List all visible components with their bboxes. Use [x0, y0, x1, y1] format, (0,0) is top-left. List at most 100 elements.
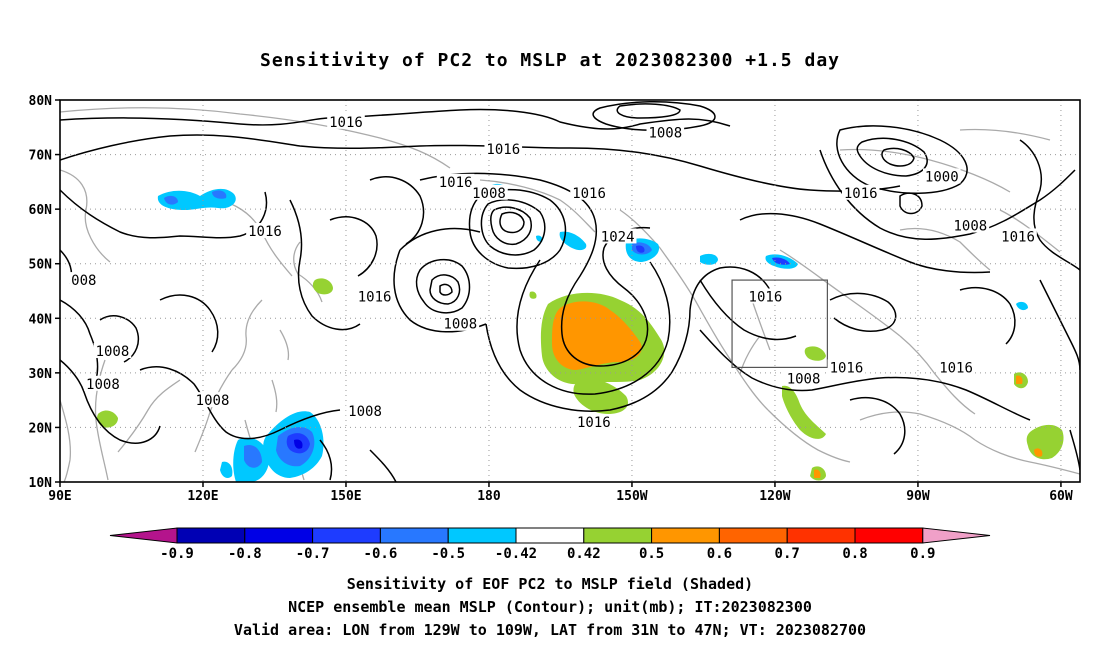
lat-tick-label: 80N — [29, 94, 53, 109]
contour-label-bg — [327, 113, 365, 129]
lat-tick-label: 70N — [29, 149, 53, 164]
contour-label: 1008 — [196, 393, 230, 409]
contour-label: 1016 — [358, 289, 392, 305]
lat-tick-label: 60N — [29, 203, 53, 218]
colorbar-label: -0.7 — [296, 546, 330, 562]
contour-label: 1016 — [844, 186, 878, 202]
contour-label-bg — [827, 359, 866, 375]
contour-label: 1016 — [439, 175, 473, 191]
contour-label-bg — [69, 272, 99, 288]
contour-label-bg — [93, 343, 132, 359]
colorbar-swatch — [447, 527, 517, 544]
lon-tick-label: 60W — [1049, 489, 1073, 504]
colorbar-label: 0.5 — [639, 546, 664, 562]
contour-label-bg — [436, 173, 475, 189]
contour-label: 1008 — [86, 377, 120, 393]
colorbar-swatch — [312, 527, 381, 544]
negative-sensitivity-shading — [157, 183, 1028, 482]
colorbar-high-end — [922, 527, 991, 544]
colorbar-swatch — [651, 527, 720, 544]
contour-label: 1016 — [572, 186, 606, 202]
contour-label: 1008 — [648, 126, 682, 142]
contour-label: 1016 — [486, 142, 520, 158]
longitude-axis: 90E 120E 150E 180 150W 120W 90W 60W — [48, 482, 1073, 504]
contour-label-bg — [937, 359, 975, 375]
contour-label-bg — [598, 228, 637, 244]
contour-label-bg — [193, 392, 232, 408]
lat-tick-label: 50N — [29, 258, 53, 273]
contour-label-bg — [922, 168, 961, 184]
colorbar-swatch — [244, 527, 314, 544]
contour-label: 1008 — [472, 186, 506, 202]
valid-area-box — [731, 279, 828, 369]
colorbar-label: 0.9 — [910, 546, 935, 562]
colorbar-swatch — [786, 527, 856, 544]
colorbar-label: -0.8 — [228, 546, 262, 562]
contour-label: 1016 — [248, 224, 282, 240]
contour-label: 1016 — [1001, 229, 1035, 245]
lon-tick-label: 90W — [906, 489, 930, 504]
contour-label: 1016 — [830, 360, 864, 376]
contour-label-bg — [346, 403, 384, 419]
contour-label: 1016 — [577, 415, 611, 431]
contour-label: 008 — [71, 273, 96, 289]
contour-label: 1016 — [939, 360, 973, 376]
contour-label-bg — [999, 228, 1037, 244]
caption-valid-area: Valid area: LON from 129W to 109W, LAT f… — [233, 621, 867, 639]
lon-tick-label: 120W — [759, 489, 790, 504]
lon-tick-label: 150W — [616, 489, 647, 504]
contour-label-bg — [646, 124, 685, 140]
lat-tick-label: 40N — [29, 312, 53, 327]
contour-label-bg — [484, 141, 523, 157]
map-title: Sensitivity of PC2 to MSLP at 2023082300… — [259, 50, 840, 71]
contour-label-bg — [441, 315, 480, 331]
lon-tick-label: 90E — [48, 489, 71, 504]
colorbar-label: -0.42 — [495, 546, 537, 562]
contour-label-bg — [575, 413, 613, 429]
colorbar-swatch — [583, 527, 653, 544]
contour-label: 1008 — [954, 219, 988, 235]
lon-tick-label: 180 — [477, 489, 501, 504]
lat-tick-label: 20N — [29, 421, 53, 436]
colorbar-label: 0.42 — [567, 546, 601, 562]
latitude-axis: 80N 70N 60N 50N 40N 30N 20N 10N — [29, 94, 60, 491]
colorbar-swatch — [718, 527, 788, 544]
contour-label: 1000 — [925, 169, 959, 185]
contour-label-bg — [746, 288, 785, 304]
colorbar-low-end — [109, 527, 178, 544]
contour-label-bg — [784, 370, 823, 386]
contour-label: 1016 — [329, 115, 363, 131]
colorbar-label: 0.8 — [842, 546, 867, 562]
lat-tick-label: 30N — [29, 367, 53, 382]
contour-label-bg — [84, 375, 122, 391]
contour-label-bg — [951, 217, 990, 233]
colorbar-swatch — [176, 527, 246, 544]
colorbar: -0.9 -0.8 -0.7 -0.6 -0.5 -0.42 0.42 0.5 0.6 0.7 0.… — [109, 527, 991, 562]
caption-contour: NCEP ensemble mean MSLP (Contour); unit(… — [288, 598, 812, 616]
colorbar-label: 0.6 — [707, 546, 732, 562]
lon-tick-label: 120E — [187, 489, 218, 504]
contour-label-bg — [355, 288, 394, 304]
colorbar-label: -0.6 — [364, 546, 398, 562]
caption-shaded: Sensitivity of EOF PC2 to MSLP field (Sh… — [346, 575, 754, 593]
colorbar-swatch — [854, 527, 924, 544]
contour-label-bg — [246, 222, 284, 238]
contour-label: 1008 — [96, 344, 130, 360]
contour-label: 1008 — [787, 371, 821, 387]
map-frame — [59, 99, 1081, 483]
contour-label-bg — [470, 184, 508, 200]
contour-label: 1016 — [749, 289, 783, 305]
mslp-contours — [60, 100, 1080, 482]
contour-label: 1024 — [601, 229, 635, 245]
colorbar-swatch — [515, 527, 585, 544]
colorbar-label: -0.5 — [431, 546, 465, 562]
contour-label: 1008 — [348, 404, 382, 420]
contour-label-bg — [570, 184, 608, 200]
colorbar-swatch — [379, 527, 449, 544]
colorbar-label: 0.7 — [775, 546, 800, 562]
contour-label: 1008 — [444, 317, 478, 333]
lat-tick-label: 10N — [29, 476, 53, 491]
